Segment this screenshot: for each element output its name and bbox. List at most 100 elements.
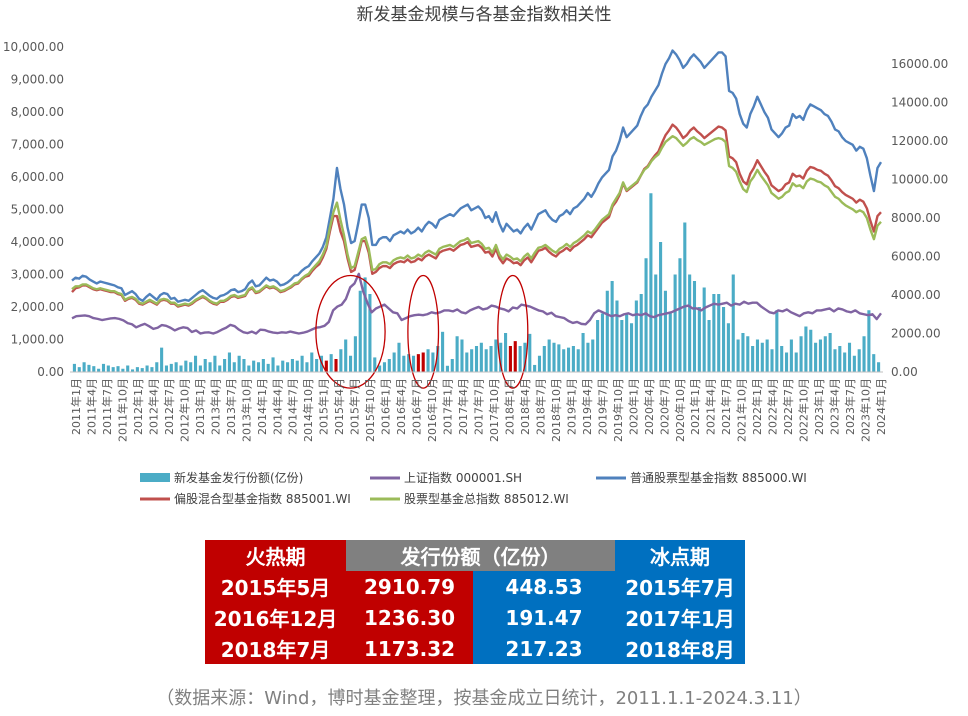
bar	[387, 359, 391, 372]
legend-label: 普通股票型基金指数 885000.WI	[630, 470, 807, 485]
bar	[688, 274, 692, 372]
x-tick-label: 2013年7月	[224, 378, 238, 435]
chart: 新发基金规模与各基金指数相关性 0.00 1,000.00 2,000.00 3,00…	[3, 5, 948, 506]
cold-period: 2015年7月	[615, 571, 745, 602]
bar	[266, 363, 270, 373]
bar	[547, 339, 551, 372]
x-tick-label: 2023年4月	[828, 378, 842, 435]
bar	[290, 359, 294, 372]
x-tick-label: 2018年1月	[503, 378, 517, 435]
hot-shares: 2910.79	[346, 571, 473, 602]
bar	[513, 341, 517, 373]
y-left-tick-label: 9,000.00	[11, 73, 64, 87]
y-right-tick-label: 8000.00	[891, 211, 941, 225]
bar	[576, 349, 580, 372]
bar	[523, 342, 527, 372]
bar	[315, 359, 319, 372]
bar	[101, 363, 106, 373]
bar	[542, 346, 546, 372]
y-right-tick-label: 14000.00	[891, 96, 948, 110]
x-tick-label: 2017年1月	[441, 378, 455, 435]
x-tick-label: 2020年4月	[642, 378, 656, 435]
bar	[722, 307, 726, 372]
bar	[436, 346, 440, 372]
y-right-tick-label: 0.00	[891, 365, 918, 379]
x-tick-label: 2022年1月	[750, 378, 764, 435]
bar	[82, 362, 86, 372]
bar	[557, 344, 561, 373]
bar	[465, 352, 469, 372]
bar	[484, 349, 488, 372]
legend-label: 新发基金发行份额(亿份)	[174, 470, 303, 485]
header-hot-period: 火热期	[205, 540, 346, 571]
bar	[135, 367, 139, 373]
x-tick-label: 2014年1月	[255, 378, 269, 435]
bar	[329, 354, 333, 373]
bar	[654, 274, 658, 372]
bar	[852, 355, 856, 372]
bar	[271, 357, 275, 373]
y-left-tick-label: 5,000.00	[11, 203, 64, 217]
bar	[179, 365, 183, 372]
bar	[663, 290, 667, 372]
bar	[416, 354, 420, 373]
bar	[300, 355, 304, 372]
bar	[838, 346, 842, 372]
x-tick-label: 2011年10月	[115, 378, 129, 442]
bar	[571, 346, 575, 372]
x-tick-label: 2020年7月	[657, 378, 671, 435]
bar	[382, 362, 387, 372]
x-tick-label: 2019年7月	[595, 378, 609, 435]
legend-swatch	[140, 473, 170, 482]
bar	[208, 362, 212, 372]
x-tick-label: 2023年7月	[843, 378, 857, 435]
bar	[731, 274, 735, 372]
x-tick-label: 2012年7月	[162, 378, 176, 435]
y-right-tick-label: 10000.00	[891, 173, 948, 187]
x-tick-label: 2023年10月	[859, 378, 873, 442]
bar	[726, 323, 730, 372]
bar	[479, 342, 483, 372]
bar	[562, 349, 566, 372]
x-tick-label: 2022年7月	[781, 378, 795, 435]
x-tick-label: 2012年4月	[146, 378, 160, 435]
bar	[518, 346, 522, 372]
bar	[818, 339, 822, 372]
x-tick-label: 2016年1月	[379, 378, 393, 435]
source-note: （数据来源：Wind，博时基金整理，按基金成立日统计，2011.1.1-2024…	[156, 688, 812, 709]
bar	[629, 323, 634, 372]
bar	[295, 360, 299, 373]
bar	[673, 274, 677, 372]
table-header-row: 火热期 发行份额（亿份） 冰点期	[205, 540, 745, 571]
x-tick-label: 2022年10月	[797, 378, 811, 442]
hot-shares: 1236.30	[346, 602, 473, 633]
highlight-ellipse	[407, 274, 440, 389]
series-line	[71, 134, 882, 307]
bar	[746, 336, 750, 372]
bar	[639, 294, 643, 372]
bar	[760, 342, 764, 372]
x-tick-label: 2021年7月	[719, 378, 733, 435]
bar	[77, 367, 81, 373]
bar	[736, 339, 740, 372]
x-tick-label: 2013年10月	[239, 378, 253, 442]
x-tick-label: 2021年10月	[735, 378, 749, 442]
bar	[877, 362, 881, 372]
bar	[344, 339, 348, 372]
chart-title: 新发基金规模与各基金指数相关性	[357, 5, 612, 25]
y-left-tick-label: 1,000.00	[11, 333, 64, 347]
y-left-tick-label: 10,000.00	[3, 40, 64, 54]
bar	[213, 355, 217, 372]
x-tick-label: 2018年4月	[518, 378, 532, 435]
highlight-ellipses	[315, 274, 529, 389]
x-tick-label: 2016年7月	[410, 378, 424, 435]
x-tick-label: 2016年10月	[425, 378, 439, 442]
table-row: 2016年12月 1236.30 191.47 2017年1月	[205, 602, 745, 633]
bar	[770, 349, 774, 372]
x-tick-label: 2014年4月	[270, 378, 284, 435]
y-right-tick-label: 2000.00	[891, 327, 941, 341]
bar	[712, 294, 716, 372]
bar	[339, 349, 343, 372]
bar	[683, 222, 687, 372]
bar	[751, 346, 755, 372]
